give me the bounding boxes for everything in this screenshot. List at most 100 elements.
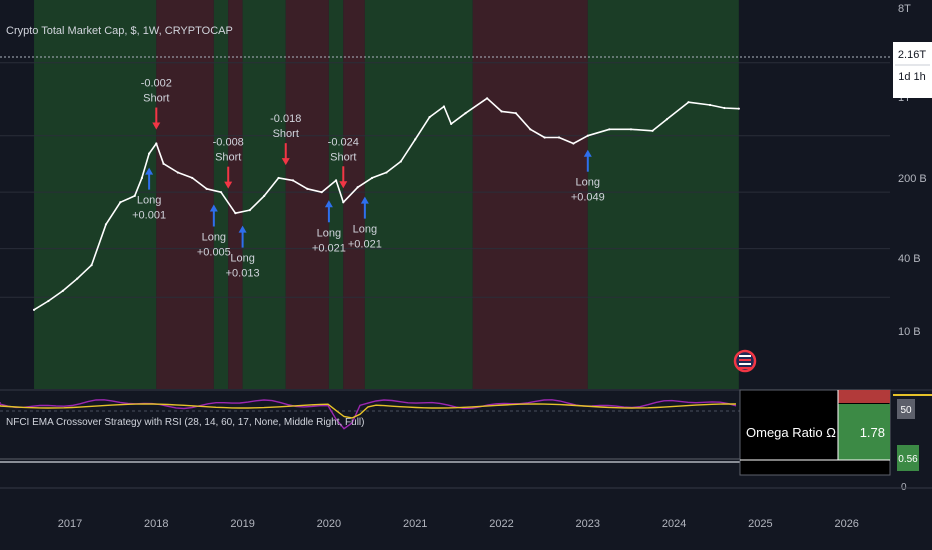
price-point-38	[543, 136, 546, 139]
up-arrow-icon	[583, 149, 592, 157]
price-point-43	[629, 128, 633, 131]
omega-value: 1.78	[860, 425, 885, 440]
indicator-pane: NFCI EMA Crossover Strategy with RSI (28…	[0, 399, 740, 463]
price-point-24	[342, 201, 345, 204]
price-point-33	[464, 112, 467, 115]
zone-short-5	[285, 0, 329, 389]
us-flag-event-icon[interactable]	[733, 349, 757, 373]
signal-value-label: -0.024	[328, 136, 359, 148]
omega-label: Omega Ratio Ω	[746, 425, 836, 440]
time-tick-2022: 2022	[489, 518, 513, 530]
price-point-25	[356, 186, 359, 189]
zone-long-2	[213, 0, 229, 389]
signal-long-6[interactable]: Long +0.021	[312, 200, 346, 254]
signal-type-label: Long	[576, 177, 600, 189]
price-point-41	[586, 134, 589, 137]
signal-value-label: +0.021	[312, 242, 346, 254]
up-arrow-icon	[209, 204, 218, 212]
signal-type-label: Long	[137, 195, 161, 207]
price-point-22	[320, 191, 323, 194]
strategy-zones	[34, 0, 739, 389]
price-point-11	[162, 162, 165, 165]
price-point-9	[148, 152, 151, 155]
signal-type-label: Long	[202, 232, 226, 244]
down-arrow-icon	[224, 181, 233, 189]
price-point-37	[529, 128, 532, 131]
down-arrow-icon	[281, 158, 290, 166]
price-point-5	[104, 223, 108, 226]
price-tick-200b: 200 B	[898, 173, 927, 185]
signal-short-3[interactable]: Short -0.008	[213, 137, 244, 189]
price-point-26	[370, 176, 374, 180]
price-point-17	[248, 209, 251, 212]
time-tick-2017: 2017	[58, 518, 82, 530]
price-point-44	[651, 129, 654, 132]
signal-markers: Long+0.001Short-0.002Long+0.005Short-0.0…	[132, 78, 605, 280]
price-point-2	[61, 289, 64, 293]
signal-long-4[interactable]: Long +0.013	[226, 225, 260, 280]
price-point-49	[737, 107, 740, 110]
price-axis[interactable]: 8T 1T 200 B 40 B 10 B 2.16T 1d 1h	[893, 3, 932, 338]
price-point-16	[234, 212, 237, 215]
signal-value-label: +0.021	[348, 239, 382, 251]
indicator-badge-value	[897, 445, 919, 471]
time-axis[interactable]: 2017 2018 2019 2020 2021 2022 2023 2024 2025 2026	[58, 518, 859, 530]
indicator-title: NFCI EMA Crossover Strategy with RSI (28…	[6, 417, 364, 428]
omega-ratio-table: Omega Ratio Ω 1.78	[739, 389, 891, 476]
signal-long-0[interactable]: Long +0.001	[132, 167, 166, 222]
price-point-4	[90, 264, 93, 267]
signal-short-1[interactable]: Short -0.002	[141, 78, 172, 130]
price-tick-10b: 10 B	[898, 326, 921, 338]
signal-short-7[interactable]: Short -0.024	[328, 136, 359, 189]
price-point-45	[665, 118, 669, 121]
omega-value-cell	[838, 404, 890, 460]
zone-long-4	[242, 0, 286, 389]
time-tick-2026: 2026	[834, 518, 858, 530]
price-point-10	[155, 142, 158, 145]
price-series	[33, 97, 739, 311]
price-point-8	[140, 176, 144, 180]
down-arrow-icon	[339, 181, 348, 189]
price-point-30	[428, 115, 431, 119]
signal-long-8[interactable]: Long +0.021	[348, 196, 382, 251]
omega-top-cell	[838, 390, 890, 403]
signal-value-label: -0.018	[270, 113, 301, 125]
time-tick-2020: 2020	[317, 518, 341, 530]
price-line	[32, 97, 740, 311]
time-tick-2019: 2019	[230, 518, 254, 530]
down-arrow-icon	[152, 122, 161, 130]
ema-line	[0, 403, 736, 419]
rsi-line	[0, 399, 737, 430]
price-point-29	[414, 138, 417, 141]
signal-value-label: -0.008	[213, 137, 244, 149]
price-point-40	[572, 142, 575, 145]
signal-type-label: Long	[230, 253, 254, 265]
current-price-badge	[893, 42, 932, 98]
signal-value-label: -0.002	[141, 78, 172, 90]
time-tick-2018: 2018	[144, 518, 168, 530]
up-arrow-icon	[324, 200, 333, 208]
price-point-15	[219, 191, 223, 194]
signal-type-label: Short	[143, 93, 169, 105]
price-point-47	[708, 103, 712, 107]
price-point-21	[306, 187, 309, 190]
signal-long-2[interactable]: Long +0.005	[197, 204, 231, 259]
signal-long-9[interactable]: Long +0.049	[571, 149, 605, 204]
price-point-27	[385, 171, 388, 174]
indicator-badge-50	[897, 399, 915, 419]
countdown-label: 1d 1h	[898, 71, 926, 83]
up-arrow-icon	[360, 196, 369, 204]
price-point-34	[486, 97, 489, 100]
zone-long-6	[328, 0, 344, 389]
price-point-7	[133, 194, 136, 197]
svg-text:50: 50	[900, 405, 912, 416]
signal-short-5[interactable]: Short -0.018	[270, 113, 301, 166]
signal-type-label: Short	[273, 128, 299, 140]
price-point-42	[608, 128, 611, 131]
price-point-31	[442, 105, 446, 108]
signal-type-label: Short	[215, 152, 241, 164]
price-point-28	[399, 160, 402, 163]
price-point-36	[514, 112, 517, 115]
price-point-0	[32, 308, 36, 311]
